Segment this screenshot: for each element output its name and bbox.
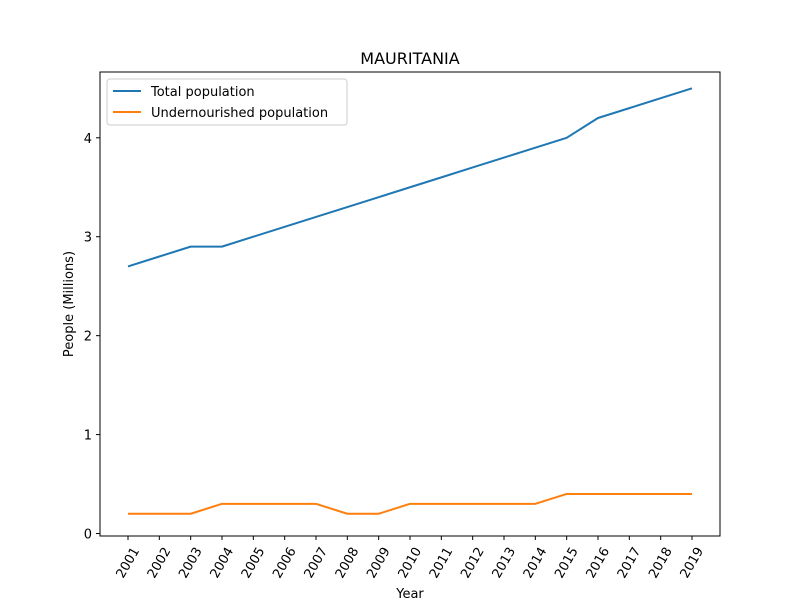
y-axis-label: People (Millions): [62, 251, 77, 357]
legend-label: Undernourished population: [151, 106, 328, 121]
y-tick-label: 1: [84, 429, 92, 444]
chart-title: MAURITANIA: [360, 49, 459, 68]
y-tick-label: 3: [84, 231, 92, 246]
axes-frame: [99, 71, 721, 537]
x-axis-label: Year: [395, 587, 424, 600]
series-line-undernourished-population: [128, 492, 692, 515]
y-tick-label: 0: [84, 528, 92, 543]
legend-box: [106, 78, 348, 126]
legend-label: Total population: [150, 85, 255, 100]
legend: Total population Undernourished populatio…: [106, 78, 348, 126]
y-tick-label: 4: [84, 132, 92, 147]
series-line-total-population: [127, 87, 693, 268]
y-tick-label: 2: [84, 330, 92, 345]
